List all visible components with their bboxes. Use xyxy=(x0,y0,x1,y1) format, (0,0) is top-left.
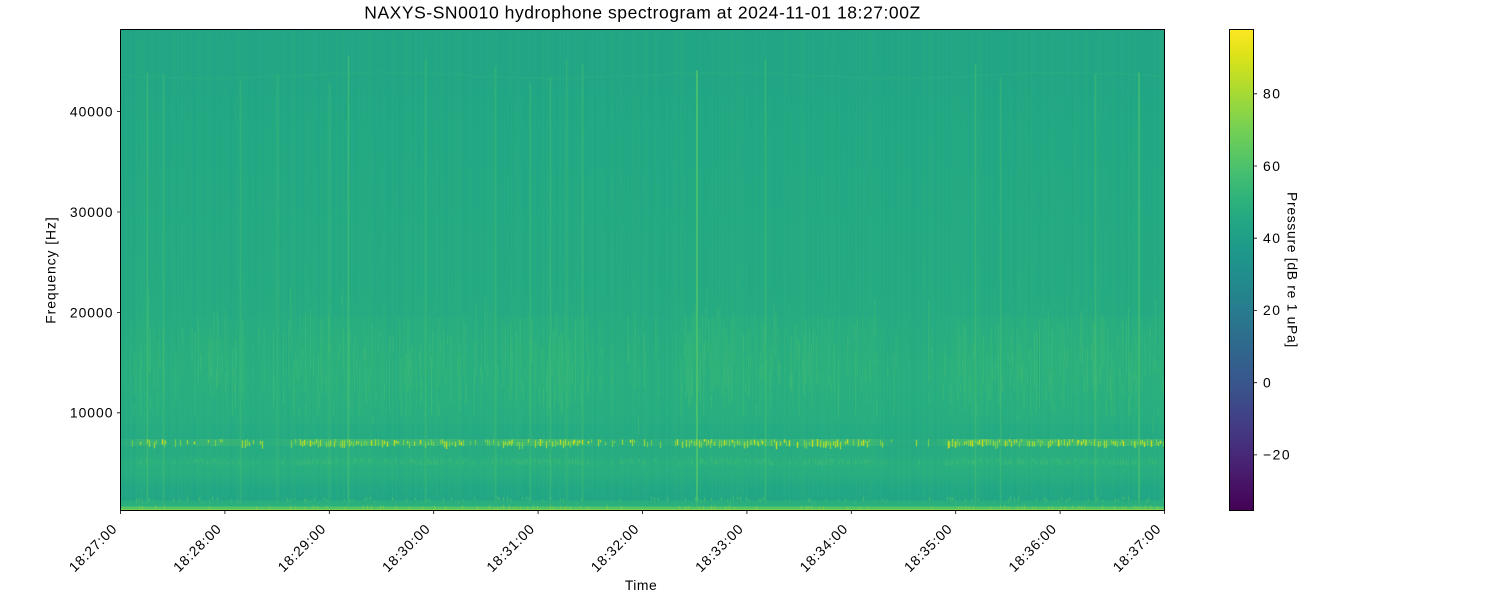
svg-text:Time: Time xyxy=(625,577,657,593)
svg-text:0: 0 xyxy=(1263,375,1272,391)
svg-text:NAXYS-SN0010 hydrophone spectr: NAXYS-SN0010 hydrophone spectrogram at 2… xyxy=(364,3,920,23)
svg-text:40000: 40000 xyxy=(70,103,114,119)
svg-text:20: 20 xyxy=(1263,302,1281,318)
svg-text:80: 80 xyxy=(1263,86,1281,102)
svg-text:40: 40 xyxy=(1263,230,1281,246)
svg-text:Frequency [Hz]: Frequency [Hz] xyxy=(43,216,59,323)
svg-text:30000: 30000 xyxy=(70,204,114,220)
svg-text:20000: 20000 xyxy=(70,304,114,320)
svg-text:10000: 10000 xyxy=(70,405,114,421)
svg-text:60: 60 xyxy=(1263,158,1281,174)
svg-text:−20: −20 xyxy=(1263,447,1291,463)
svg-text:Pressure [dB re 1 uPa]: Pressure [dB re 1 uPa] xyxy=(1285,192,1301,348)
